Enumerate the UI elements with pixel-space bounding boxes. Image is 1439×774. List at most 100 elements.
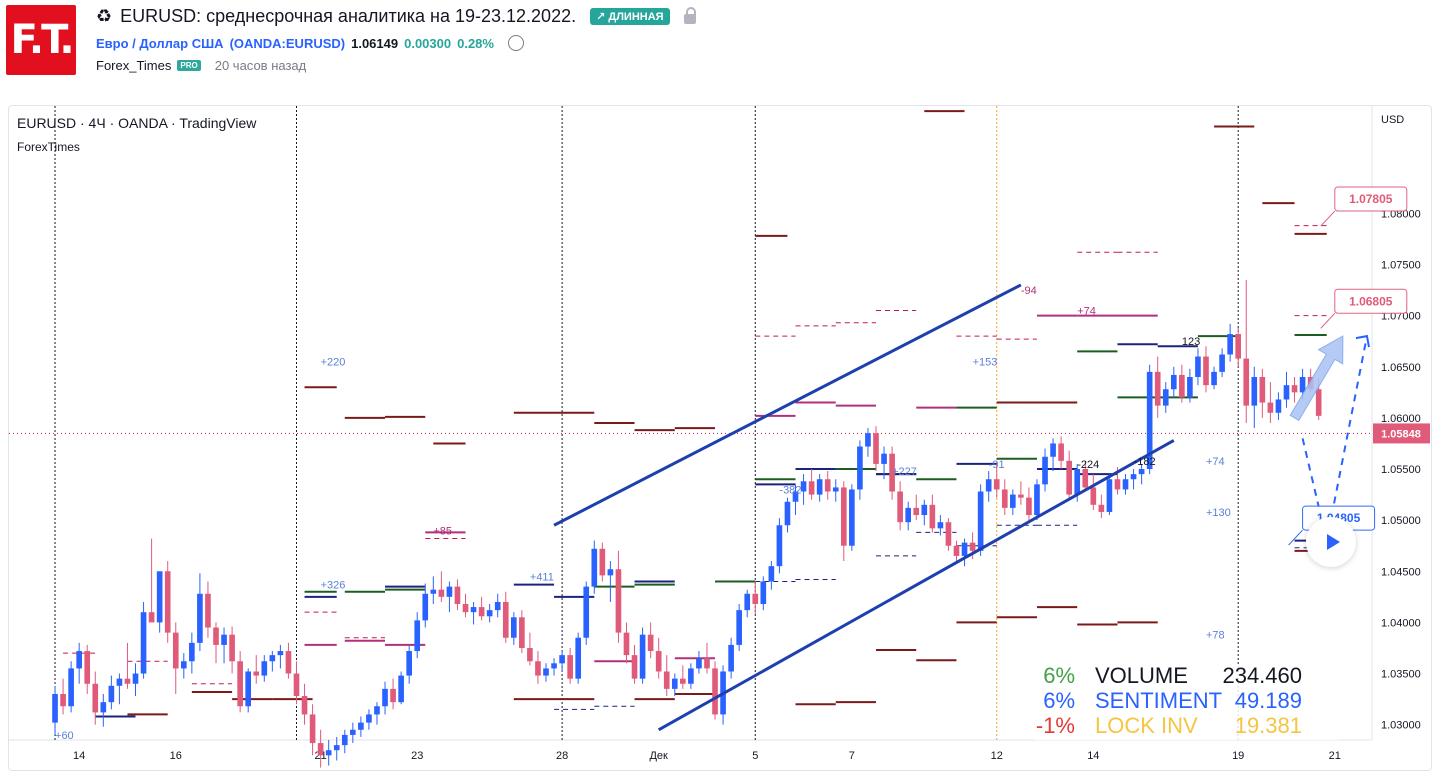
candle-body — [792, 491, 799, 502]
recycle-icon: ♻ — [96, 6, 113, 26]
candle-body — [969, 542, 976, 551]
candle-body — [116, 678, 123, 686]
level-annotation: -224 — [1077, 459, 1099, 471]
candle-body — [366, 714, 372, 723]
forecast-arrowhead — [1355, 334, 1370, 348]
x-tick-label: 7 — [849, 750, 855, 762]
y-tick-label: 1.07500 — [1381, 260, 1421, 272]
y-tick-label: 1.03000 — [1381, 720, 1421, 732]
candle-body — [1082, 469, 1089, 488]
candle-body — [631, 655, 638, 679]
candle-body — [406, 651, 412, 676]
price-callout-pointer — [1320, 210, 1336, 227]
x-tick-label: 21 — [1329, 750, 1341, 762]
candle-body — [808, 481, 815, 495]
y-tick-label: 1.06000 — [1381, 413, 1421, 425]
candle-body — [1235, 334, 1242, 359]
candle-body — [857, 446, 863, 490]
candle-body — [430, 589, 437, 594]
candle-body — [776, 525, 783, 567]
candle-body — [486, 610, 493, 617]
level-annotation: +326 — [321, 580, 346, 592]
candle-body — [599, 548, 606, 576]
candle-body — [285, 651, 292, 674]
candle-body — [849, 489, 855, 546]
candle-body — [309, 714, 316, 744]
candle-body — [229, 634, 235, 662]
candle-body — [1066, 460, 1072, 495]
candle-body — [1010, 494, 1016, 508]
candle-body — [237, 661, 243, 707]
price-chart[interactable]: USD1.080001.075001.070001.065001.060001.… — [9, 106, 1431, 770]
candle-body — [953, 545, 960, 556]
candle-body — [398, 675, 404, 703]
price-callout-pointer — [1320, 312, 1336, 329]
candle-body — [189, 642, 195, 662]
stat-percent: 6% — [1043, 663, 1075, 688]
candle-body — [269, 655, 276, 662]
candle-body — [551, 663, 557, 669]
candle-body — [253, 671, 260, 676]
play-replay-button[interactable] — [1306, 517, 1356, 567]
published-time: 20 часов назад — [214, 58, 307, 73]
candle-body — [897, 491, 903, 523]
candle-body — [84, 651, 91, 684]
level-annotation: +130 — [1206, 507, 1231, 519]
x-tick-label: 23 — [411, 750, 423, 762]
candle-body — [527, 647, 533, 662]
candle-body — [655, 651, 662, 672]
candle-body — [1203, 356, 1209, 386]
candle-body — [1122, 479, 1129, 490]
candle-body — [639, 634, 646, 679]
candle-body — [961, 542, 968, 556]
stat-value: 49.189 — [1235, 688, 1302, 713]
candle-body — [977, 491, 984, 551]
candle-body — [172, 632, 179, 669]
y-tick-label: 1.04500 — [1381, 566, 1421, 578]
candle-body — [921, 504, 928, 516]
candle-body — [164, 571, 171, 633]
candle-body — [277, 651, 284, 656]
stat-percent: 6% — [1043, 688, 1075, 713]
candle-body — [567, 655, 573, 679]
instrument-code-link[interactable]: (OANDA:EURUSD) — [229, 35, 346, 51]
stat-percent: -1% — [1036, 713, 1075, 738]
candle-body — [784, 501, 791, 526]
idea-header: F.T. ♻ EURUSD: среднесрочная аналитика н… — [0, 0, 1439, 100]
price-callout-label: 1.06805 — [1349, 294, 1393, 308]
forex-times-logo[interactable]: F.T. — [6, 5, 76, 75]
title-row: ♻ EURUSD: среднесрочная аналитика на 19-… — [96, 6, 696, 27]
stat-label: LOCK INV — [1095, 713, 1198, 738]
price-callout-box — [1334, 186, 1408, 212]
candle-body — [680, 678, 686, 684]
x-tick-label: 5 — [752, 750, 758, 762]
alarm-clock-icon[interactable] — [507, 35, 524, 51]
candle-body — [213, 627, 219, 645]
y-tick-label: 1.03500 — [1381, 669, 1421, 681]
candle-body — [832, 487, 839, 492]
candle-body — [68, 668, 74, 707]
candle-body — [945, 522, 952, 546]
instrument-name-link[interactable]: Евро / Доллар США — [96, 35, 224, 51]
level-annotation: +220 — [321, 357, 346, 369]
candle-body — [140, 612, 147, 674]
lock-icon — [683, 6, 696, 24]
chart-panel[interactable]: USD 1.08000 1.07500 1.07000 1.06500 1.06000 1.… — [8, 105, 1432, 771]
level-annotation: -94 — [1021, 285, 1037, 297]
candle-body — [993, 479, 1000, 490]
candle-body — [1291, 385, 1298, 393]
candle-body — [1090, 487, 1097, 505]
candle-body — [502, 601, 509, 638]
candle-body — [438, 589, 445, 597]
candle-body — [1074, 469, 1081, 495]
candle-body — [937, 522, 944, 529]
candle-body — [623, 632, 630, 656]
candle-body — [1170, 374, 1177, 390]
last-price: 1.06149 — [351, 35, 399, 51]
candle-body — [615, 569, 622, 633]
candle-body — [1251, 376, 1258, 406]
author-name-link[interactable]: Forex_Times — [96, 58, 172, 73]
candle-body — [1259, 376, 1266, 403]
current-price-tag — [1373, 423, 1430, 444]
candle-body — [1050, 443, 1056, 457]
